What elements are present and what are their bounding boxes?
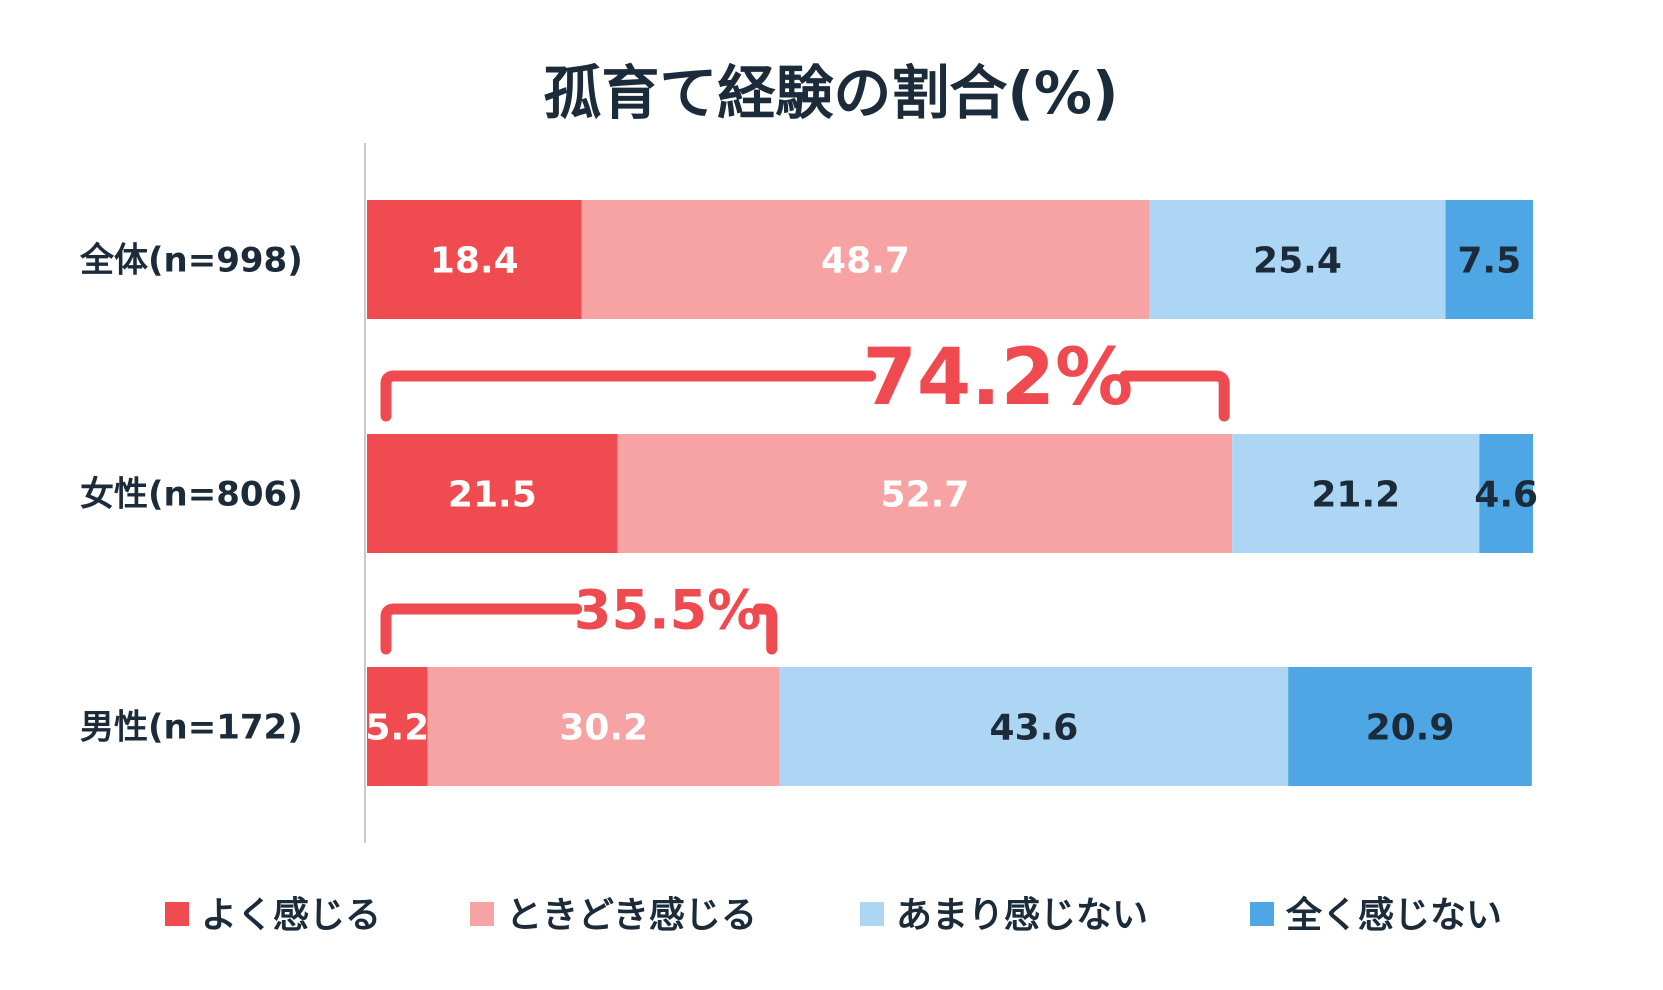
data-label: 52.7 xyxy=(881,475,970,516)
bracket-left-arm xyxy=(380,370,877,422)
legend-label: 全く感じない xyxy=(1285,894,1502,936)
legend-swatch xyxy=(1250,902,1274,926)
bar-segment xyxy=(779,667,1289,786)
legend-swatch xyxy=(860,902,884,926)
bar-segment xyxy=(1288,667,1532,786)
legend: よく感じる ときどき感じる あまり感じない 全く感じない xyxy=(165,894,1502,936)
bar-segment xyxy=(367,200,582,319)
bar-segment xyxy=(427,667,780,786)
cumulative-brackets: 74.2% 35.5% xyxy=(380,333,1230,655)
bracket-right-arm xyxy=(1119,370,1230,422)
bar-segment xyxy=(1479,434,1533,553)
bar-segment xyxy=(581,200,1150,319)
data-label: 7.5 xyxy=(1457,241,1521,282)
bar-segments xyxy=(367,200,1533,786)
data-label: 21.2 xyxy=(1311,475,1400,516)
cumulative-percent-label: 74.2% xyxy=(863,333,1134,423)
chart-title: 孤育て経験の割合(%) xyxy=(543,59,1118,127)
bar-segment xyxy=(1149,200,1446,319)
data-label: 4.6 xyxy=(1474,475,1538,516)
bracket-right-arm xyxy=(753,603,778,655)
legend-swatch xyxy=(470,902,494,926)
value-labels: 18.4 48.7 25.4 7.5 21.5 52.7 21.2 4.6 5.2 30.2 43.… xyxy=(365,241,1538,749)
bar-segment xyxy=(367,434,618,553)
bar-segment xyxy=(1232,434,1480,553)
data-label: 5.2 xyxy=(365,708,429,749)
bar-segment xyxy=(367,667,428,786)
legend-label: あまり感じない xyxy=(896,895,1148,936)
data-label: 25.4 xyxy=(1253,241,1342,282)
bracket-left-arm xyxy=(380,603,583,655)
data-label: 43.6 xyxy=(990,708,1079,749)
data-label: 48.7 xyxy=(821,241,910,282)
data-label: 30.2 xyxy=(559,708,648,749)
category-label: 女性(n=806) xyxy=(80,475,303,515)
row-labels: 全体(n=998) 女性(n=806) 男性(n=172) xyxy=(79,241,303,748)
legend-swatch xyxy=(165,902,189,926)
data-label: 21.5 xyxy=(448,475,537,516)
legend-label: ときどき感じる xyxy=(506,895,757,936)
bar-segment xyxy=(617,434,1233,553)
category-label: 男性(n=172) xyxy=(80,708,303,748)
data-label: 18.4 xyxy=(430,241,519,282)
bar-segment xyxy=(1445,200,1533,319)
legend-label: よく感じる xyxy=(201,895,381,936)
category-label: 全体(n=998) xyxy=(79,241,303,281)
data-label: 20.9 xyxy=(1366,708,1455,749)
cumulative-percent-label: 35.5% xyxy=(574,578,761,641)
